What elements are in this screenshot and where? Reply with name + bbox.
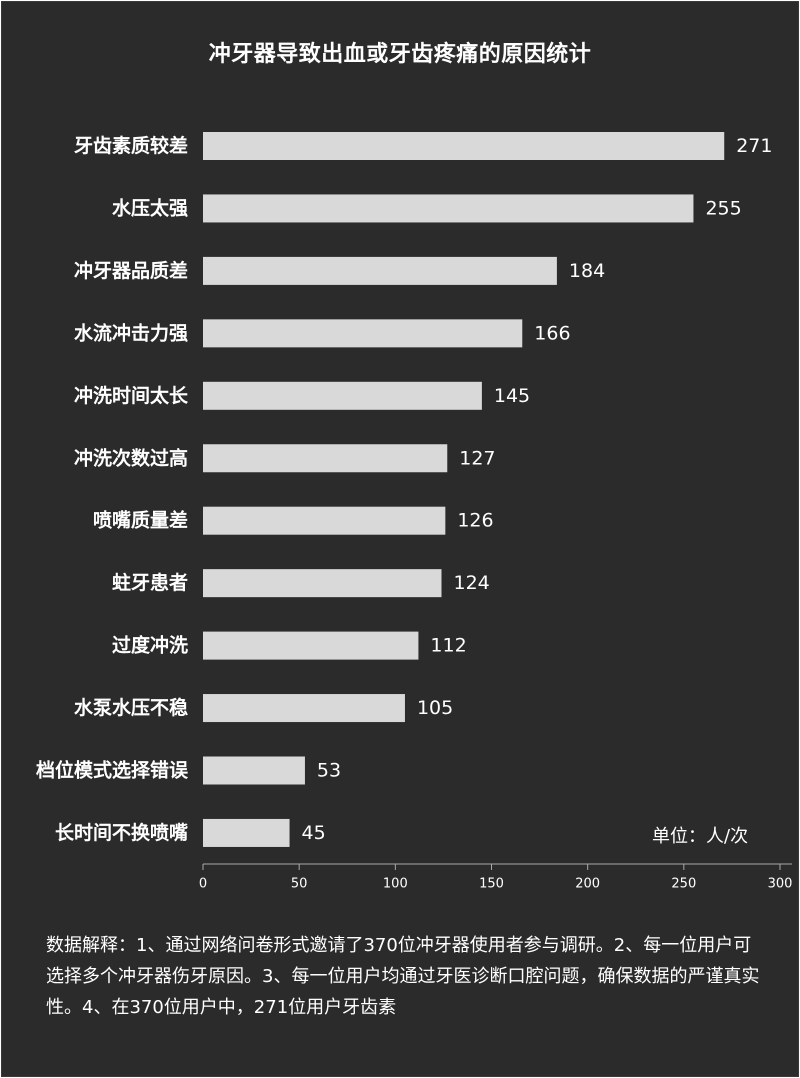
bar [203, 694, 405, 723]
category-label: 水压太强 [112, 196, 188, 219]
value-label: 53 [317, 760, 341, 782]
x-tick-label: 0 [199, 877, 207, 892]
bar [203, 818, 290, 847]
bar [203, 631, 419, 660]
value-label: 127 [459, 447, 495, 469]
x-tick-label: 100 [383, 877, 408, 892]
x-axis: 0 50 100 150 200 250 300 [199, 863, 793, 892]
category-label: 水流冲击力强 [74, 321, 188, 344]
chart-title: 冲牙器导致出血或牙齿疼痛的原因统计 [208, 42, 592, 67]
x-tick-label: 50 [291, 877, 308, 892]
category-label: 冲牙器品质差 [74, 259, 188, 282]
value-label: 145 [494, 385, 530, 407]
category-label: 水泵水压不稳 [74, 696, 188, 719]
bar [203, 319, 523, 348]
bar [203, 256, 557, 285]
value-label: 126 [457, 510, 493, 532]
value-label: 184 [569, 260, 605, 282]
category-label: 喷嘴质量差 [93, 509, 188, 532]
category-label: 牙齿素质较差 [74, 134, 188, 157]
x-tick-label: 300 [768, 877, 793, 892]
unit-label: 单位：人/次 [652, 826, 749, 847]
category-label: 过度冲洗 [112, 634, 188, 657]
category-label: 长时间不换喷嘴 [55, 821, 188, 844]
value-label: 271 [736, 135, 772, 157]
bar [203, 132, 725, 160]
bar [203, 506, 446, 535]
bar [203, 194, 694, 223]
x-tick-label: 250 [671, 877, 696, 892]
bars-group: 牙齿素质较差 271 水压太强 255 冲牙器品质差 184 水流冲击力强 166 冲洗时间太长… [36, 132, 772, 847]
bar [203, 756, 305, 785]
value-label: 112 [430, 635, 466, 657]
bar [203, 381, 482, 410]
x-tick-label: 150 [479, 877, 504, 892]
category-label: 档位模式选择错误 [36, 759, 189, 782]
value-label: 105 [417, 697, 453, 719]
footnote: 数据解释：1、通过网络问卷形式邀请了370位冲牙器使用者参与调研。2、每一位用户… [46, 935, 760, 1018]
x-tick-label: 200 [575, 877, 600, 892]
category-label: 蛀牙患者 [112, 571, 188, 594]
category-label: 冲洗时间太长 [74, 384, 189, 407]
value-label: 255 [705, 197, 741, 219]
value-label: 124 [453, 572, 489, 594]
value-label: 45 [302, 822, 326, 844]
bar [203, 444, 448, 473]
bar [203, 569, 442, 598]
category-label: 冲洗次数过高 [74, 446, 188, 469]
value-label: 166 [534, 322, 570, 344]
